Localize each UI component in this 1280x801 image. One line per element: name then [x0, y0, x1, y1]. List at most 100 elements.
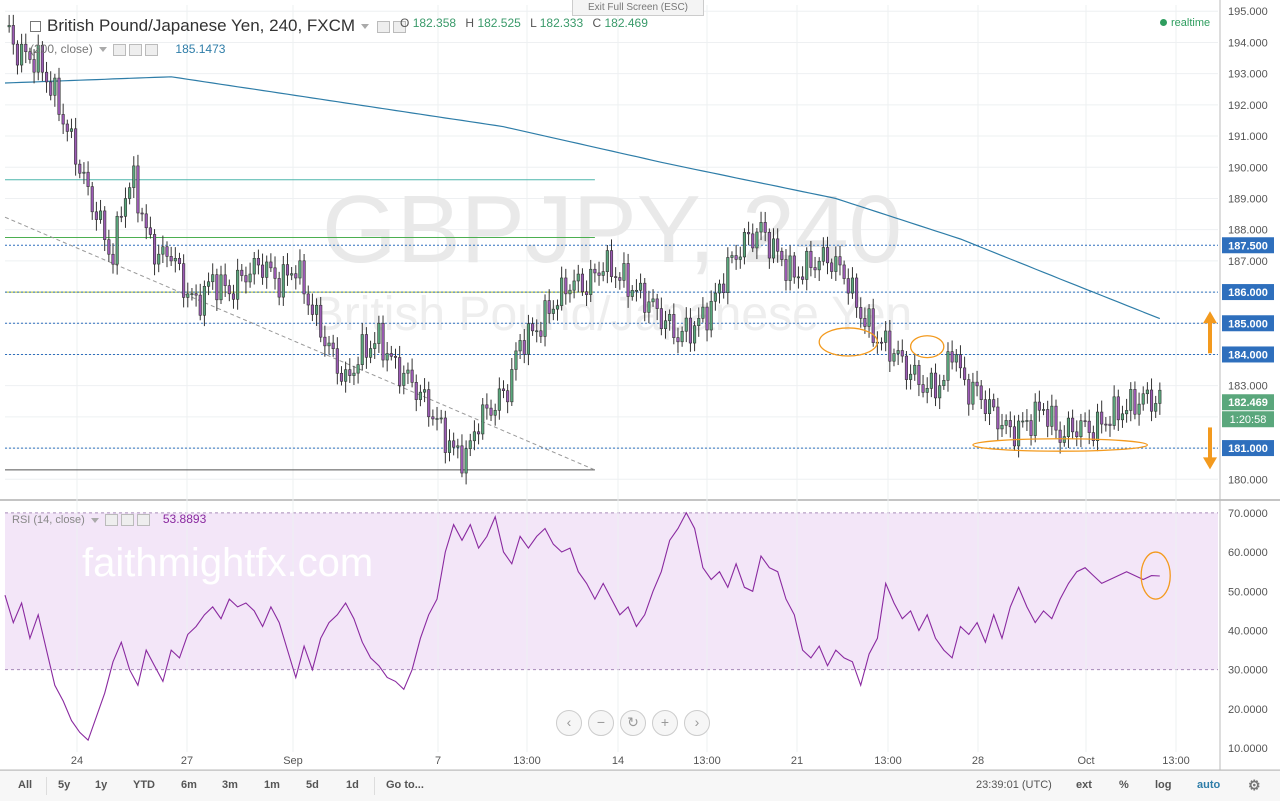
- bottom-toolbar: All 5y 1y YTD 6m 3m 1m 5d 1d Go to... 23…: [0, 770, 1280, 801]
- candle-body: [65, 123, 69, 132]
- rsi-tick-label: 30.0000: [1228, 665, 1268, 677]
- range-3m-button[interactable]: 3m: [222, 779, 238, 791]
- range-1d-button[interactable]: 1d: [346, 779, 359, 791]
- zoom-in-button[interactable]: +: [652, 710, 678, 736]
- range-1m-button[interactable]: 1m: [264, 779, 280, 791]
- candle-body: [1021, 420, 1025, 423]
- status-dot-icon: [1160, 19, 1167, 26]
- rsi-line: [4, 511, 1160, 742]
- range-6m-button[interactable]: 6m: [181, 779, 197, 791]
- candle-body: [738, 256, 742, 260]
- range-5d-button[interactable]: 5d: [306, 779, 319, 791]
- candle-body: [452, 440, 456, 448]
- candle-body: [655, 298, 659, 309]
- candle-body: [522, 340, 526, 355]
- candle-body: [593, 268, 597, 274]
- candle-body: [493, 410, 497, 416]
- candle-body: [917, 364, 921, 385]
- ohlc-close-key: C: [592, 16, 602, 30]
- candle-body: [132, 165, 136, 188]
- candle-body: [846, 278, 850, 294]
- range-all-button[interactable]: All: [18, 779, 33, 791]
- moving-average-line: [4, 76, 1161, 320]
- chevron-down-icon[interactable]: [90, 517, 99, 523]
- candle-body: [144, 213, 148, 229]
- visibility-icon[interactable]: [113, 43, 127, 56]
- collapse-icon[interactable]: [30, 21, 41, 33]
- chevron-down-icon[interactable]: [361, 24, 370, 30]
- candle-body: [223, 274, 227, 286]
- candle-body: [427, 389, 431, 418]
- goto-button[interactable]: Go to...: [386, 779, 424, 791]
- time-tick-label: 13:00: [693, 755, 721, 767]
- candle-body: [560, 277, 564, 306]
- settings-icon[interactable]: [392, 20, 406, 33]
- settings-icon[interactable]: [129, 43, 143, 56]
- rsi-band: [5, 512, 1218, 670]
- percent-button[interactable]: %: [1119, 779, 1129, 791]
- exit-fullscreen-button[interactable]: Exit Full Screen (ESC): [572, 0, 704, 16]
- candle-body: [219, 274, 223, 301]
- range-ytd-button[interactable]: YTD: [133, 779, 155, 791]
- candle-body: [381, 322, 385, 361]
- close-icon[interactable]: [145, 43, 159, 56]
- rsi-legend[interactable]: RSI (14, close) 53.8893: [12, 512, 206, 527]
- chevron-down-icon[interactable]: [98, 47, 107, 53]
- candle-body: [684, 317, 688, 332]
- price-tick-label: 190.000: [1228, 162, 1268, 174]
- zoom-out-button[interactable]: −: [588, 710, 614, 736]
- candle-body: [177, 258, 182, 264]
- visibility-icon[interactable]: [376, 20, 390, 33]
- scroll-left-button[interactable]: ‹: [556, 710, 582, 736]
- candle-body: [892, 353, 896, 362]
- range-1y-button[interactable]: 1y: [95, 779, 108, 791]
- candle-body: [663, 320, 668, 329]
- candle-body: [194, 293, 198, 296]
- close-icon[interactable]: [136, 514, 150, 527]
- candle-body: [1025, 420, 1029, 422]
- candle-body: [1141, 393, 1145, 405]
- reset-button[interactable]: ↻: [620, 710, 646, 736]
- range-5y-button[interactable]: 5y: [58, 779, 71, 791]
- candle-body: [543, 300, 547, 337]
- gear-icon[interactable]: ⚙: [1248, 777, 1261, 793]
- candle-body: [385, 353, 389, 361]
- price-tick-label: 188.000: [1228, 225, 1268, 237]
- candle-body: [103, 210, 107, 240]
- symbol-title[interactable]: British Pound/Japanese Yen, 240, FXCM: [30, 16, 406, 36]
- log-button[interactable]: log: [1155, 779, 1172, 791]
- candle-body: [726, 257, 730, 294]
- ohlc-readout: O 182.358 H 182.525 L 182.333 C 182.469: [400, 16, 654, 30]
- candle-body: [921, 384, 925, 393]
- candle-body: [148, 227, 152, 235]
- candle-body: [751, 233, 755, 249]
- candle-body: [825, 247, 830, 264]
- settings-icon[interactable]: [120, 514, 134, 527]
- candle-body: [1066, 417, 1070, 437]
- price-level-label: 185.000: [1228, 318, 1268, 330]
- scroll-right-button[interactable]: ›: [684, 710, 710, 736]
- candle-body: [306, 293, 310, 306]
- candle-body: [863, 318, 867, 327]
- time-tick-label: 24: [71, 755, 83, 767]
- auto-button[interactable]: auto: [1197, 779, 1221, 791]
- ma-value: 185.1473: [175, 42, 226, 56]
- candle-body: [1137, 403, 1141, 415]
- candle-body: [697, 318, 701, 327]
- candle-body: [302, 260, 306, 295]
- candle-body: [202, 286, 206, 316]
- candle-body: [601, 271, 605, 276]
- time-tick-label: 13:00: [874, 755, 902, 767]
- price-level-tag: [1222, 346, 1274, 363]
- ext-button[interactable]: ext: [1076, 779, 1092, 791]
- site-watermark: faithmightfx.com: [82, 541, 373, 585]
- time-tick-label: 28: [972, 755, 984, 767]
- candle-body: [20, 43, 24, 66]
- ma-legend[interactable]: (200, close) 185.1473: [30, 42, 225, 56]
- ohlc-low-key: L: [530, 16, 537, 30]
- visibility-icon[interactable]: [104, 514, 118, 527]
- candle-body: [128, 187, 132, 199]
- candle-body: [319, 304, 323, 338]
- candle-body: [709, 300, 713, 331]
